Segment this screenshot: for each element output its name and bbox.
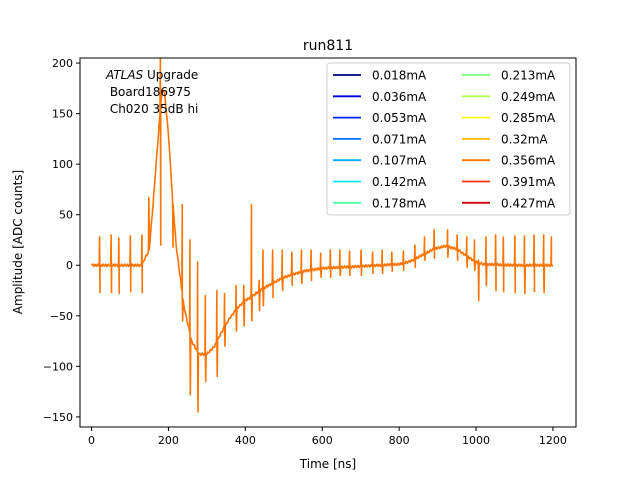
y-tick-label: 150 [52, 108, 73, 121]
y-axis: −150 −100 −50 0 50 100 150 200 [43, 57, 80, 424]
y-tick-label: 50 [59, 209, 73, 222]
chart-title: run811 [303, 38, 353, 54]
x-tick-label: 600 [312, 434, 333, 447]
x-tick-label: 1000 [462, 434, 490, 447]
legend-label: 0.071mA [372, 132, 427, 146]
x-tick-label: 200 [158, 434, 179, 447]
y-tick-label: −150 [43, 411, 73, 424]
y-axis-label: Amplitude [ADC counts] [11, 170, 25, 314]
annotation-channel: Ch020 35dB hi [106, 102, 198, 116]
legend-frame [326, 62, 571, 216]
plot-frame [79, 57, 577, 428]
annotation-upgrade: Upgrade [143, 68, 198, 82]
annotation-board: Board186975 [106, 85, 191, 99]
legend-label: 0.427mA [501, 196, 556, 210]
x-axis-label: Time [ns] [299, 457, 356, 471]
legend-label: 0.178mA [372, 196, 427, 210]
annotation-atlas: ATLAS [105, 68, 144, 82]
x-tick-label: 800 [389, 434, 410, 447]
y-tick-label: 200 [52, 57, 73, 70]
legend-label: 0.285mA [501, 111, 556, 125]
series-layer [90, 57, 554, 413]
x-tick-label: 1200 [539, 434, 567, 447]
legend-label: 0.356mA [501, 154, 556, 168]
x-tick-label: 400 [235, 434, 256, 447]
series-line-0-356mA [90, 57, 554, 413]
legend-label: 0.053mA [372, 111, 427, 125]
legend-label: 0.107mA [372, 154, 427, 168]
legend-label: 0.32mA [501, 132, 548, 146]
plot-area [90, 57, 554, 413]
y-tick-label: 0 [66, 259, 73, 272]
y-tick-label: −100 [43, 360, 73, 373]
y-tick-label: −50 [50, 310, 73, 323]
legend-label: 0.249mA [501, 90, 556, 104]
atlas-annotation: ATLAS Upgrade Board186975 Ch020 35dB hi [105, 68, 198, 116]
legend-label: 0.142mA [372, 175, 427, 189]
y-tick-label: 100 [52, 158, 73, 171]
legend: 0.018mA 0.036mA 0.053mA 0.071mA 0.107mA 0.142… [326, 62, 571, 216]
legend-label: 0.018mA [372, 69, 427, 83]
legend-label: 0.036mA [372, 90, 427, 104]
legend-label: 0.391mA [501, 175, 556, 189]
x-axis: 0 200 400 600 800 1000 1200 [88, 427, 567, 447]
x-tick-label: 0 [88, 434, 95, 447]
svg-text:ATLAS Upgrade: ATLAS Upgrade [105, 68, 198, 82]
legend-label: 0.213mA [501, 69, 556, 83]
